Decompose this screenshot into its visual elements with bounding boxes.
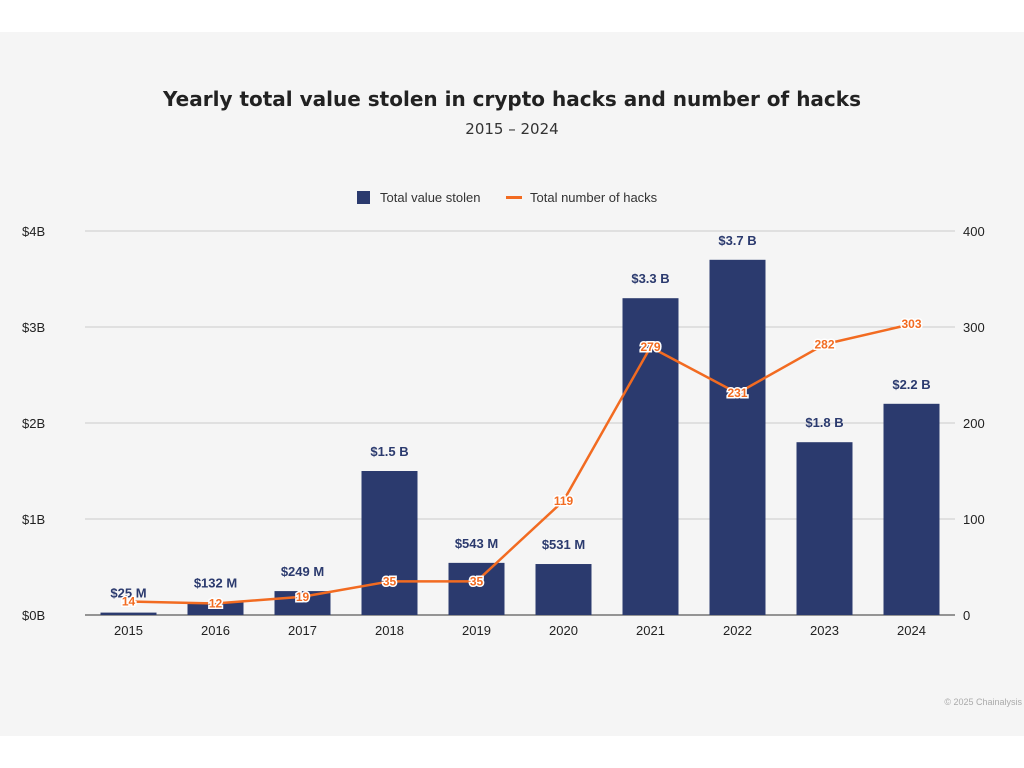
line-data-label: 119 (554, 494, 574, 508)
x-tick-label: 2017 (288, 623, 317, 638)
x-axis: 2015 2016 2017 2018 2019 2020 2021 2022 2023 2024 (114, 623, 926, 638)
y-left-tick-label: $4B (22, 224, 45, 239)
legend-swatch-bar (357, 191, 370, 204)
y-left-tick-label: $0B (22, 608, 45, 623)
chart-subtitle: 2015 – 2024 (465, 120, 558, 138)
x-tick-label: 2022 (723, 623, 752, 638)
bar (448, 562, 505, 615)
x-tick-label: 2016 (201, 623, 230, 638)
bar (100, 612, 157, 615)
line-data-label: 303 (901, 317, 921, 331)
bar-data-label: $2.2 B (892, 377, 930, 392)
y-left-tick-label: $3B (22, 320, 45, 335)
x-tick-label: 2018 (375, 623, 404, 638)
y-right-tick-label: 0 (963, 608, 970, 623)
line-data-label: 35 (470, 574, 484, 588)
bar (187, 602, 244, 615)
line-data-label: 19 (296, 590, 310, 604)
bar-data-label: $3.7 B (718, 233, 756, 248)
bar (796, 442, 853, 615)
legend-label-bar: Total value stolen (380, 190, 480, 205)
x-tick-label: 2023 (810, 623, 839, 638)
chart-svg: Yearly total value stolen in crypto hack… (22, 87, 1022, 707)
bar-data-label: $249 M (281, 564, 324, 579)
bar-labels: $25 M $132 M $249 M $1.5 B $543 M $531 M $3.3 … (110, 233, 930, 601)
line-data-label: 279 (640, 340, 660, 354)
x-tick-label: 2015 (114, 623, 143, 638)
y-right-tick-label: 400 (963, 224, 985, 239)
line-data-label: 14 (122, 595, 136, 609)
bar-data-label: $25 M (110, 586, 146, 601)
line-data-label: 282 (814, 337, 834, 351)
y-left-tick-label: $2B (22, 416, 45, 431)
bar-data-label: $3.3 B (631, 271, 669, 286)
bar (709, 259, 766, 615)
bar-data-label: $1.8 B (805, 415, 843, 430)
chart-title: Yearly total value stolen in crypto hack… (162, 87, 861, 111)
bar (361, 471, 418, 615)
bar-data-label: $543 M (455, 536, 498, 551)
bar (535, 564, 592, 615)
y-axis-right: 0 100 200 300 400 (963, 224, 985, 623)
y-right-tick-label: 200 (963, 416, 985, 431)
bar-data-label: $1.5 B (370, 444, 408, 459)
line-data-label: 35 (383, 574, 397, 588)
x-tick-label: 2019 (462, 623, 491, 638)
chart-panel: Yearly total value stolen in crypto hack… (0, 32, 1024, 736)
line-series (128, 322, 912, 605)
bar (883, 403, 940, 615)
line-data-label: 12 (209, 596, 223, 610)
y-left-tick-label: $1B (22, 512, 45, 527)
line-labels: 14 12 19 35 35 119 279 231 282 303 (120, 316, 923, 612)
legend: Total value stolen Total number of hacks (357, 190, 658, 205)
legend-swatch-line (506, 196, 522, 199)
bar (622, 298, 679, 615)
bar-data-label: $132 M (194, 575, 237, 590)
y-right-tick-label: 300 (963, 320, 985, 335)
x-tick-label: 2020 (549, 623, 578, 638)
x-tick-label: 2024 (897, 623, 926, 638)
credit: © 2025 Chainalysis (944, 697, 1022, 707)
bar-data-label: $531 M (542, 537, 585, 552)
x-tick-label: 2021 (636, 623, 665, 638)
hack-count-line (128, 322, 912, 605)
line-data-label: 231 (727, 386, 747, 400)
bars (100, 259, 940, 615)
legend-label-line: Total number of hacks (530, 190, 658, 205)
y-right-tick-label: 100 (963, 512, 985, 527)
y-axis-left: $0B $1B $2B $3B $4B (22, 224, 45, 623)
